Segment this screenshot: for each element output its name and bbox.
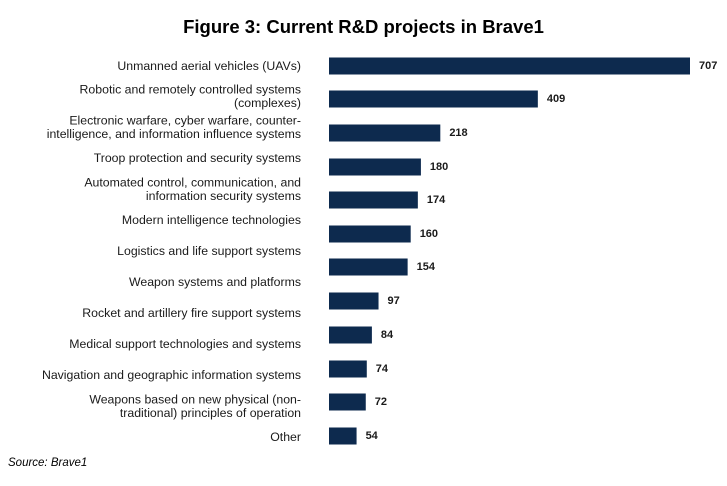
value-label: 409: [547, 93, 565, 105]
value-label: 72: [375, 396, 387, 408]
value-label: 74: [376, 363, 389, 375]
category-label: Unmanned aerial vehicles (UAVs): [117, 59, 301, 73]
chart-title: Figure 3: Current R&D projects in Brave1: [183, 16, 544, 37]
value-label: 160: [420, 228, 438, 240]
category-label: Modern intelligence technologies: [122, 213, 301, 227]
category-label: Weapons based on new physical (non-: [89, 392, 301, 406]
bar: [329, 90, 538, 108]
category-label: Electronic warfare, cyber warfare, count…: [69, 113, 301, 127]
value-label: 84: [381, 329, 394, 341]
category-label: Troop protection and security systems: [94, 151, 301, 165]
bar: [329, 292, 379, 310]
category-label: Robotic and remotely controlled systems: [80, 82, 301, 96]
category-label: Logistics and life support systems: [117, 244, 301, 258]
value-label: 97: [388, 295, 400, 307]
value-label: 174: [427, 194, 446, 206]
bar: [329, 158, 421, 176]
source-note: Source: Brave1: [8, 457, 88, 469]
value-label: 707: [699, 60, 717, 72]
bar: [329, 393, 366, 411]
bar: [329, 124, 441, 142]
category-label: Other: [270, 430, 301, 444]
value-label: 180: [430, 161, 448, 173]
bar: [329, 225, 411, 243]
value-label: 218: [449, 127, 467, 139]
bar: [329, 326, 372, 344]
category-label: Weapon systems and platforms: [129, 275, 301, 289]
category-label: intelligence, and information influence …: [47, 127, 301, 141]
category-label: Navigation and geographic information sy…: [42, 368, 301, 382]
category-label: Medical support technologies and systems: [69, 337, 301, 351]
category-label: Automated control, communication, and: [84, 175, 301, 189]
category-label: Rocket and artillery fire support system…: [82, 306, 301, 320]
category-labels: Unmanned aerial vehicles (UAVs) Robotic a…: [42, 59, 301, 444]
bar: [329, 191, 418, 209]
bars: [329, 57, 690, 445]
category-label: traditional) principles of operation: [120, 406, 301, 420]
bar: [329, 360, 367, 378]
bar: [329, 57, 690, 75]
value-label: 154: [417, 261, 436, 273]
category-label: (complexes): [234, 96, 301, 110]
bar: [329, 427, 357, 445]
category-label: information security systems: [146, 189, 301, 203]
value-labels: 707 409 218 180 174 160 154 97 84 74 72 54: [366, 60, 718, 442]
bar: [329, 258, 408, 276]
value-label: 54: [366, 430, 379, 442]
